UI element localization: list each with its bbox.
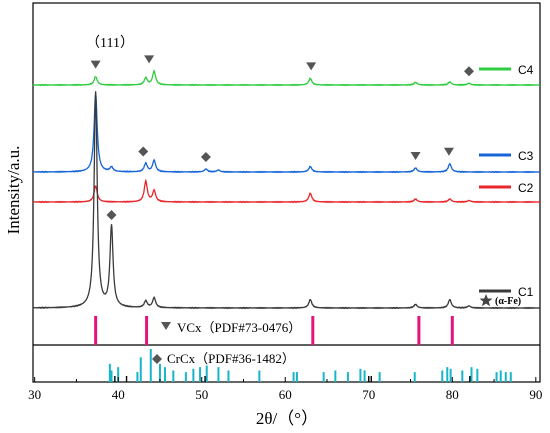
x-tick-label-60: 60	[279, 387, 292, 402]
curve-c3	[32, 93, 541, 174]
alpha-fe-legend: (α-Fe)	[479, 294, 521, 307]
legend-label-c2: C2	[518, 181, 534, 195]
crc-reference-name: CrCx（PDF#36-1482）	[167, 351, 295, 366]
crc-reference-panel	[108, 349, 512, 382]
triangle-marker-c4-1	[144, 55, 155, 64]
triangle-marker-c3-2	[410, 152, 421, 160]
curve-c1	[32, 91, 541, 310]
x-tick-label-70: 70	[362, 387, 375, 402]
x-tick-label-90: 90	[529, 387, 542, 402]
x-tick-label-50: 50	[195, 387, 208, 402]
x-tick-label-80: 80	[446, 387, 459, 402]
plot-frame	[32, 2, 541, 383]
diamond-marker-icon	[152, 354, 162, 364]
y-axis-title: Intensity/a.u.	[4, 146, 23, 235]
peak-markers	[90, 55, 475, 220]
curve-c4	[32, 69, 541, 87]
diamond-marker-c1-0	[106, 210, 117, 220]
triangle-marker-c3-3	[443, 147, 454, 156]
legend-label-c3: C3	[518, 149, 534, 163]
series-legend: C4 C3 C2 C1	[479, 63, 534, 299]
vc-reference-panel	[94, 316, 454, 345]
x-axis-title: 2θ/（°）	[256, 409, 318, 428]
triangle-marker-c4-2	[306, 62, 317, 71]
x-tick-label-30: 30	[28, 387, 41, 402]
alpha-fe-label: (α-Fe)	[495, 296, 521, 307]
triangle-marker-c4-0	[90, 60, 101, 69]
vc-reference-label: VCx（PDF#73-0476）	[161, 320, 301, 335]
legend-label-c4: C4	[518, 63, 534, 77]
vc-reference-name: VCx（PDF#73-0476）	[177, 320, 301, 335]
triangle-marker-icon	[161, 322, 171, 330]
x-axis-ticks: 30 40 50 60 70 80 90	[28, 377, 542, 402]
x-tick-label-40: 40	[112, 387, 125, 402]
legend-label-c1: C1	[518, 285, 534, 299]
curve-c2	[32, 178, 541, 204]
diamond-marker-c3-0	[138, 146, 149, 157]
star-marker-icon	[479, 294, 493, 307]
xrd-curves	[32, 69, 541, 310]
diamond-marker-c4-3	[464, 66, 475, 77]
annotation-111: （111）	[86, 35, 134, 51]
diamond-marker-c3-1	[200, 152, 211, 162]
crc-reference-label: CrCx（PDF#36-1482）	[152, 351, 295, 366]
